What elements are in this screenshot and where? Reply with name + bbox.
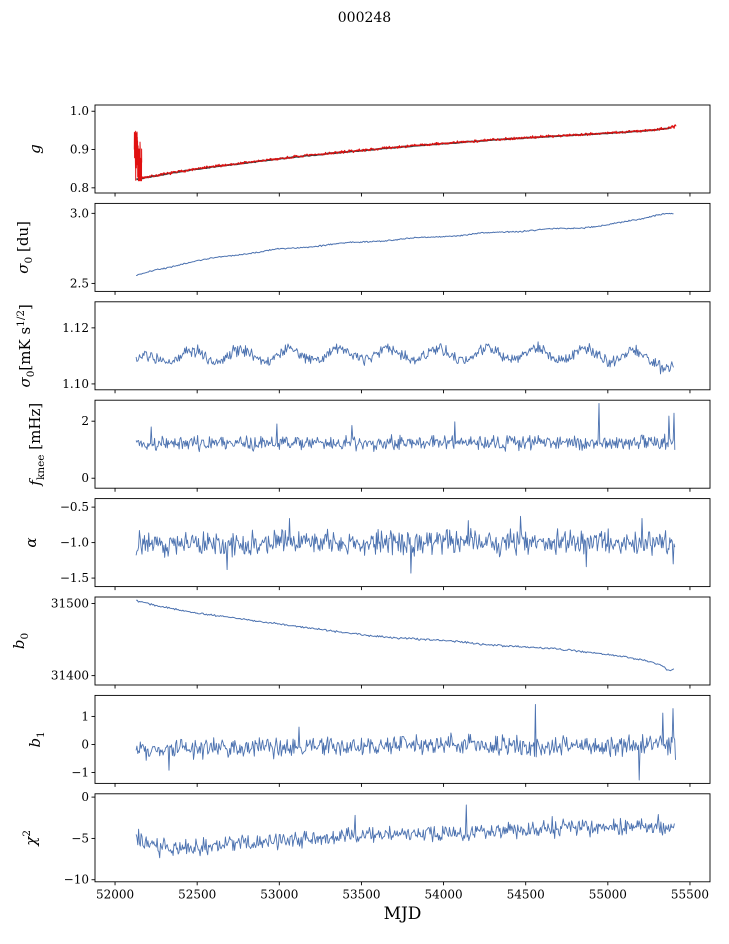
y-tick-label: 1.10 xyxy=(62,377,89,391)
y-tick-label: 2.5 xyxy=(70,276,89,290)
axes-frame xyxy=(94,202,711,292)
x-tick-label: 52000 xyxy=(96,887,134,901)
axes-frame xyxy=(94,399,711,489)
subplot-fknee: 2 0 fknee [mHz] xyxy=(26,399,711,492)
y-tick-label: 0.8 xyxy=(70,181,89,195)
y-tick-label: −0.5 xyxy=(60,500,89,514)
x-tick-label: 54500 xyxy=(507,887,545,901)
chi2-line xyxy=(135,804,675,859)
figure-title: 000248 xyxy=(337,10,392,26)
subplot-chi2: 0 −5 −10 52000 52500 53000 53500 54000 54500 5500… xyxy=(21,790,711,901)
subplot-sigma0-du: 3.0 2.5 σ0 [du] xyxy=(14,202,711,295)
y-tick-label: −1.5 xyxy=(60,571,89,585)
subplot-g: 1.0 0.9 0.8 g xyxy=(26,104,711,197)
axes-frame xyxy=(94,694,711,784)
axes-frame xyxy=(94,104,711,194)
axes-frame xyxy=(94,301,711,391)
axes-frame xyxy=(94,793,711,883)
subplot-alpha: −0.5 −1.0 −1.5 α xyxy=(22,498,711,591)
y-axis-label: b0 xyxy=(10,633,31,649)
y-tick-label: −10 xyxy=(64,873,89,887)
x-tick-label: 53000 xyxy=(260,887,298,901)
sigma0-mks-line xyxy=(135,341,674,375)
x-tick-label: 52500 xyxy=(178,887,216,901)
y-tick-label: −5 xyxy=(71,831,89,845)
y-axis-label: b1 xyxy=(26,731,47,747)
gain-burst-line xyxy=(133,130,143,182)
x-tick-label: 54000 xyxy=(424,887,462,901)
y-tick-label: 0.9 xyxy=(70,143,89,157)
y-tick-label: −1 xyxy=(71,765,89,779)
y-axis-label: χ2 xyxy=(21,830,40,847)
sigma0-du-line xyxy=(136,212,674,276)
y-tick-label: 1.0 xyxy=(70,104,89,118)
x-axis-label: MJD xyxy=(383,904,422,924)
y-axis-label: α xyxy=(22,538,40,548)
x-tick-label: 55000 xyxy=(589,887,627,901)
y-axis-label: fknee [mHz] xyxy=(26,403,47,487)
subplot-b0: 31500 31400 b0 xyxy=(10,596,711,689)
x-tick-label: 53500 xyxy=(342,887,380,901)
y-tick-label: 1 xyxy=(81,709,89,723)
y-tick-label: 0 xyxy=(81,737,89,751)
subplot-sigma0-mks: 1.12 1.10 σ0[mK s1/2] xyxy=(15,301,711,394)
y-tick-label: 0 xyxy=(81,471,89,485)
y-axis-label: g xyxy=(26,144,44,154)
y-tick-label: 31400 xyxy=(51,669,89,683)
axes-frame xyxy=(94,596,711,686)
y-axis-label: σ0[mK s1/2] xyxy=(15,304,37,387)
b0-line xyxy=(136,599,675,672)
gain-fit-line xyxy=(140,124,677,180)
y-axis-label: σ0 [du] xyxy=(14,221,35,274)
y-tick-label: 2 xyxy=(81,414,89,428)
y-tick-label: 31500 xyxy=(51,596,89,610)
alpha-line xyxy=(135,515,676,574)
y-tick-label: 0 xyxy=(81,790,89,804)
fknee-line xyxy=(135,403,676,453)
x-tick-label: 55500 xyxy=(671,887,709,901)
gain-model-line xyxy=(136,126,672,181)
y-tick-label: −1.0 xyxy=(60,536,89,550)
y-tick-label: 3.0 xyxy=(70,206,89,220)
y-tick-label: 1.12 xyxy=(62,321,89,335)
b1-line xyxy=(135,703,676,781)
subplot-b1: 1 0 −1 b1 xyxy=(26,694,711,787)
